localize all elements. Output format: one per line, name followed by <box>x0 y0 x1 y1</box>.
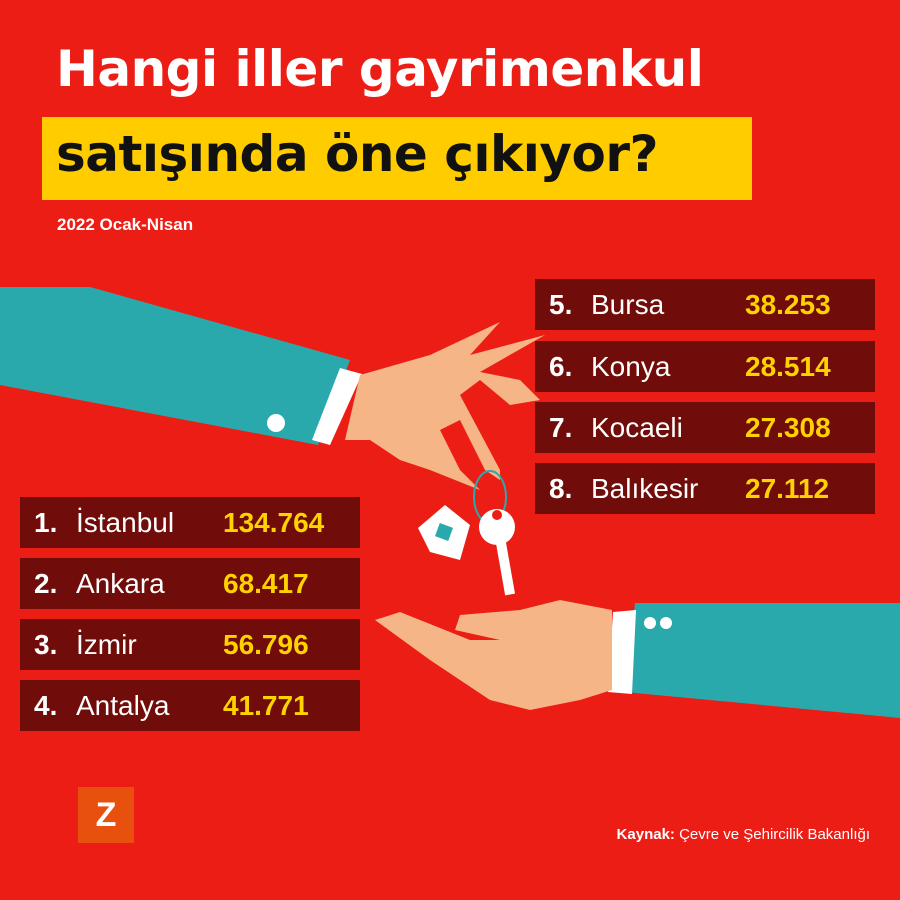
city-name: Balıkesir <box>591 472 699 504</box>
brand-logo: Z <box>78 787 134 843</box>
sales-value: 38.253 <box>745 288 831 320</box>
subtitle: 2022 Ocak-Nisan <box>57 215 194 234</box>
source-text: Çevre ve Şehircilik Bakanlığı <box>679 826 870 843</box>
sales-value: 41.771 <box>223 689 309 721</box>
title-highlight <box>42 117 752 200</box>
rank: 1. <box>34 506 58 538</box>
rank: 3. <box>34 628 58 660</box>
sales-value: 134.764 <box>223 506 325 538</box>
upper-hand <box>345 322 545 490</box>
ranking-row: 2. Ankara 68.417 <box>20 558 360 609</box>
ranking-row: 3. İzmir 56.796 <box>20 619 360 670</box>
title-line-1: Hangi iller gayrimenkul <box>56 40 704 98</box>
sales-value: 27.112 <box>745 472 830 504</box>
ranking-row: 1. İstanbul 134.764 <box>20 497 360 548</box>
city-name: Konya <box>591 350 671 382</box>
rank: 7. <box>549 411 573 443</box>
lower-hand <box>375 600 612 710</box>
lower-sleeve <box>625 603 900 718</box>
ranking-row: 8. Balıkesir 27.112 <box>535 463 875 514</box>
ranking-row: 5. Bursa 38.253 <box>535 279 875 330</box>
key-icon <box>479 509 515 545</box>
lower-cuff <box>608 610 636 694</box>
cuff-button <box>267 414 285 432</box>
rank: 8. <box>549 472 573 504</box>
rank: 5. <box>549 288 573 320</box>
sales-value: 27.308 <box>745 411 831 443</box>
ranking-row: 4. Antalya 41.771 <box>20 680 360 731</box>
sales-value: 28.514 <box>745 350 831 382</box>
sales-value: 56.796 <box>223 628 309 660</box>
source-label: Kaynak: <box>616 826 675 843</box>
upper-cuff <box>312 368 362 445</box>
city-name: Antalya <box>76 689 170 721</box>
ranking-row: 7. Kocaeli 27.308 <box>535 402 875 453</box>
city-name: Kocaeli <box>591 411 683 443</box>
rank: 6. <box>549 350 573 382</box>
city-name: Bursa <box>591 288 665 320</box>
sales-value: 68.417 <box>223 567 309 599</box>
city-name: İstanbul <box>76 506 175 538</box>
title-line-2: satışında öne çıkıyor? <box>56 125 659 183</box>
rank: 2. <box>34 567 58 599</box>
city-name: İzmir <box>76 628 137 660</box>
upper-sleeve <box>0 287 350 445</box>
city-name: Ankara <box>76 567 165 599</box>
source-note: Kaynak: Çevre ve Şehircilik Bakanlığı <box>617 826 870 843</box>
ranking-row: 6. Konya 28.514 <box>535 341 875 392</box>
rank: 4. <box>34 689 58 721</box>
